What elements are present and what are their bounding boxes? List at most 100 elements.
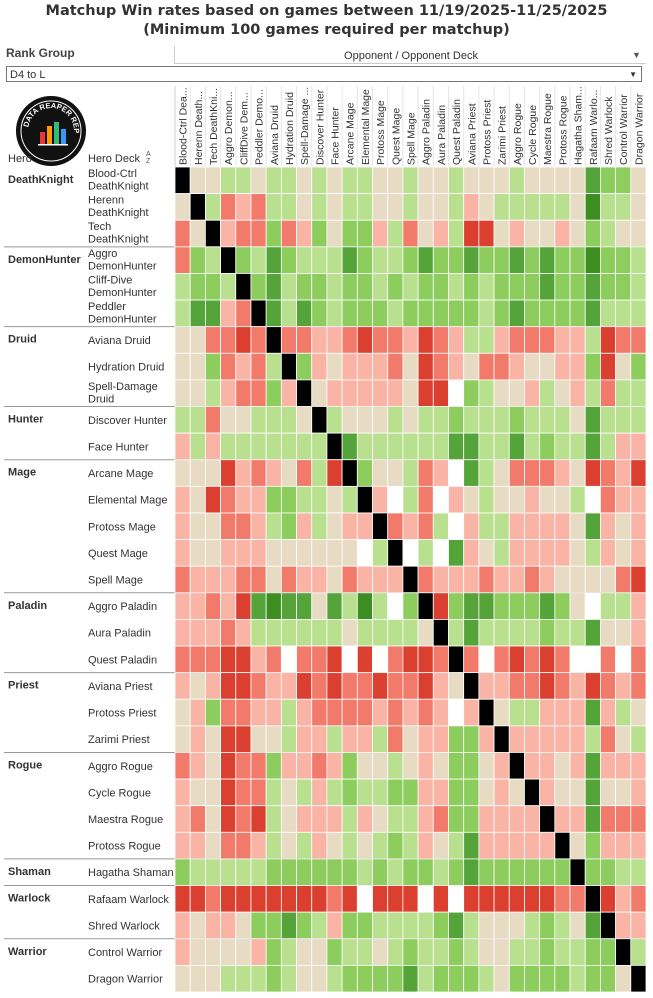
heatmap-cell[interactable] — [417, 752, 434, 780]
heatmap-cell[interactable] — [615, 379, 632, 407]
heatmap-cell[interactable] — [630, 459, 647, 487]
heatmap-cell[interactable] — [524, 911, 541, 940]
heatmap-cell[interactable] — [280, 911, 297, 940]
heatmap-cell[interactable] — [341, 352, 358, 381]
heatmap-cell[interactable] — [478, 778, 495, 807]
heatmap-cell[interactable] — [235, 805, 252, 833]
heatmap-cell[interactable] — [341, 752, 358, 780]
heatmap-cell[interactable] — [539, 831, 556, 860]
heatmap-cell[interactable] — [508, 619, 525, 647]
heatmap-cell[interactable] — [478, 752, 495, 780]
heatmap-cell[interactable] — [402, 166, 419, 195]
heatmap-cell[interactable] — [508, 672, 525, 700]
heatmap-cell[interactable] — [326, 778, 343, 807]
heatmap-cell[interactable] — [296, 379, 313, 407]
heatmap-cell[interactable] — [417, 858, 434, 886]
heatmap-cell[interactable] — [280, 885, 297, 913]
heatmap-cell[interactable] — [311, 858, 328, 886]
heatmap-cell[interactable] — [448, 193, 465, 221]
heatmap-cell[interactable] — [341, 698, 358, 727]
heatmap-cell[interactable] — [448, 805, 465, 833]
heatmap-cell[interactable] — [356, 512, 373, 540]
heatmap-cell[interactable] — [554, 219, 571, 248]
heatmap-cell[interactable] — [341, 273, 358, 301]
heatmap-cell[interactable] — [250, 858, 267, 886]
heatmap-cell[interactable] — [584, 166, 601, 195]
heatmap-cell[interactable] — [204, 592, 221, 620]
heatmap-cell[interactable] — [250, 672, 267, 700]
heatmap-cell[interactable] — [615, 193, 632, 221]
heatmap-cell[interactable] — [235, 246, 252, 274]
heatmap-cell[interactable] — [584, 379, 601, 407]
heatmap-cell[interactable] — [569, 725, 586, 753]
heatmap-cell[interactable] — [493, 911, 510, 940]
heatmap-cell[interactable] — [600, 911, 617, 940]
heatmap-cell[interactable] — [265, 485, 282, 514]
heatmap-cell[interactable] — [189, 964, 206, 993]
heatmap-cell[interactable] — [296, 352, 313, 381]
heatmap-cell[interactable] — [387, 459, 404, 487]
heatmap-cell[interactable] — [630, 831, 647, 860]
heatmap-cell[interactable] — [432, 459, 449, 487]
heatmap-cell[interactable] — [402, 911, 419, 940]
heatmap-cell[interactable] — [584, 273, 601, 301]
heatmap-cell[interactable] — [448, 645, 465, 674]
heatmap-cell[interactable] — [600, 219, 617, 248]
heatmap-cell[interactable] — [356, 565, 373, 594]
heatmap-cell[interactable] — [387, 619, 404, 647]
heatmap-cell[interactable] — [417, 193, 434, 221]
heatmap-cell[interactable] — [280, 485, 297, 514]
heatmap-cell[interactable] — [584, 619, 601, 647]
heatmap-cell[interactable] — [402, 619, 419, 647]
heatmap-cell[interactable] — [478, 539, 495, 567]
heatmap-cell[interactable] — [326, 831, 343, 860]
heatmap-cell[interactable] — [630, 193, 647, 221]
heatmap-cell[interactable] — [296, 911, 313, 940]
heatmap-cell[interactable] — [311, 273, 328, 301]
heatmap-cell[interactable] — [402, 805, 419, 833]
heatmap-cell[interactable] — [265, 326, 282, 354]
heatmap-cell[interactable] — [356, 326, 373, 354]
heatmap-cell[interactable] — [220, 645, 237, 674]
heatmap-cell[interactable] — [189, 219, 206, 248]
heatmap-cell[interactable] — [554, 592, 571, 620]
heatmap-cell[interactable] — [539, 778, 556, 807]
heatmap-cell[interactable] — [600, 964, 617, 993]
heatmap-cell[interactable] — [311, 326, 328, 354]
heatmap-cell[interactable] — [204, 911, 221, 940]
heatmap-cell[interactable] — [448, 885, 465, 913]
heatmap-cell[interactable] — [600, 645, 617, 674]
heatmap-cell[interactable] — [235, 166, 252, 195]
heatmap-cell[interactable] — [280, 672, 297, 700]
heatmap-cell[interactable] — [569, 299, 586, 328]
heatmap-cell[interactable] — [493, 778, 510, 807]
heatmap-cell[interactable] — [235, 379, 252, 407]
heatmap-cell[interactable] — [417, 725, 434, 753]
heatmap-cell[interactable] — [478, 725, 495, 753]
heatmap-cell[interactable] — [356, 273, 373, 301]
heatmap-cell[interactable] — [204, 485, 221, 514]
heatmap-cell[interactable] — [630, 592, 647, 620]
heatmap-cell[interactable] — [311, 592, 328, 620]
heatmap-cell[interactable] — [554, 565, 571, 594]
heatmap-cell[interactable] — [584, 299, 601, 328]
heatmap-cell[interactable] — [296, 246, 313, 274]
heatmap-cell[interactable] — [341, 246, 358, 274]
heatmap-cell[interactable] — [265, 725, 282, 753]
heatmap-cell[interactable] — [174, 725, 191, 753]
heatmap-cell[interactable] — [311, 432, 328, 461]
heatmap-cell[interactable] — [448, 778, 465, 807]
heatmap-cell[interactable] — [204, 193, 221, 221]
heatmap-cell[interactable] — [432, 885, 449, 913]
heatmap-cell[interactable] — [569, 565, 586, 594]
heatmap-cell[interactable] — [311, 565, 328, 594]
heatmap-cell[interactable] — [326, 725, 343, 753]
heatmap-cell[interactable] — [235, 326, 252, 354]
heatmap-cell[interactable] — [448, 964, 465, 993]
heatmap-cell[interactable] — [463, 352, 480, 381]
heatmap-cell[interactable] — [250, 459, 267, 487]
heatmap-cell[interactable] — [356, 432, 373, 461]
heatmap-cell[interactable] — [569, 539, 586, 567]
heatmap-cell[interactable] — [341, 219, 358, 248]
heatmap-cell[interactable] — [235, 619, 252, 647]
